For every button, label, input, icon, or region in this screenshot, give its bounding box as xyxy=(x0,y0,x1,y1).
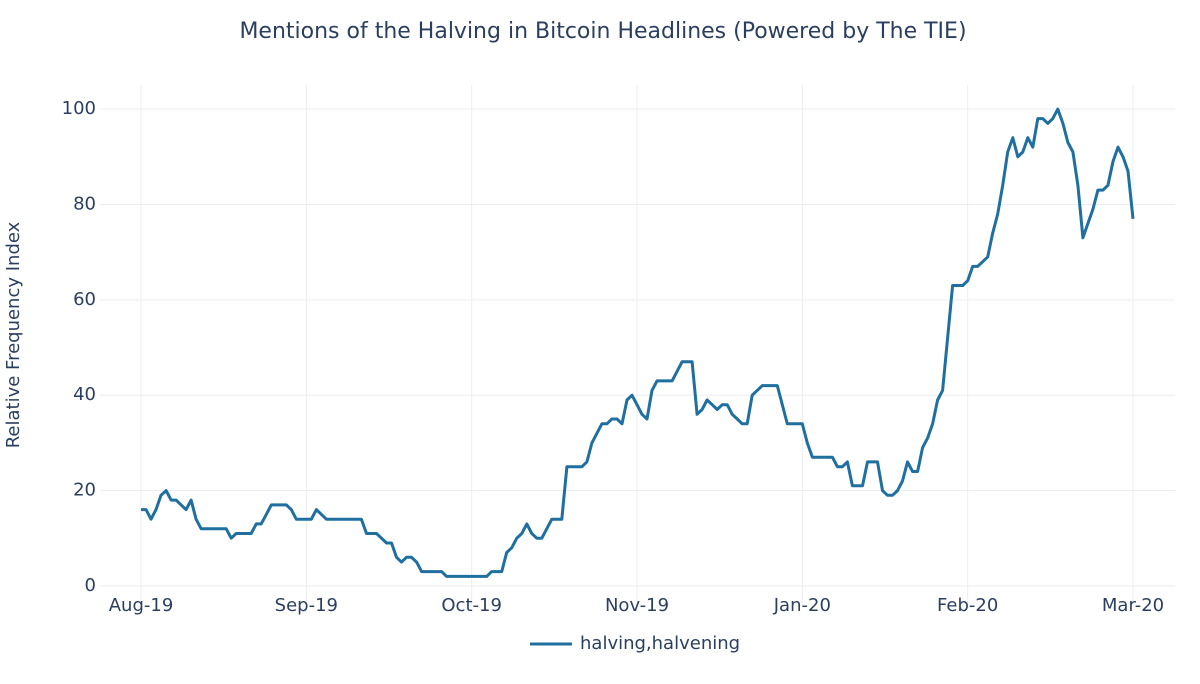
x-tick-label: Aug-19 xyxy=(109,595,174,616)
y-tick-label: 40 xyxy=(73,384,96,405)
chart-title: Mentions of the Halving in Bitcoin Headl… xyxy=(239,19,966,44)
x-tick-label: Nov-19 xyxy=(605,595,669,616)
y-tick-label: 60 xyxy=(73,289,96,310)
y-tick-label: 20 xyxy=(73,480,96,501)
legend-label: halving,halvening xyxy=(580,633,740,654)
data-line xyxy=(141,107,1135,578)
x-tick-label: Mar-20 xyxy=(1102,595,1164,616)
x-tick-label: Oct-19 xyxy=(441,595,502,616)
y-tick-label: 80 xyxy=(73,193,96,214)
x-tick-label: Sep-19 xyxy=(275,595,338,616)
x-tick-label: Feb-20 xyxy=(937,595,998,616)
y-axis-label: Relative Frequency Index xyxy=(3,221,24,448)
x-tick-label: Jan-20 xyxy=(773,595,831,616)
y-tick-label: 100 xyxy=(62,98,96,119)
y-tick-label: 0 xyxy=(85,575,96,596)
